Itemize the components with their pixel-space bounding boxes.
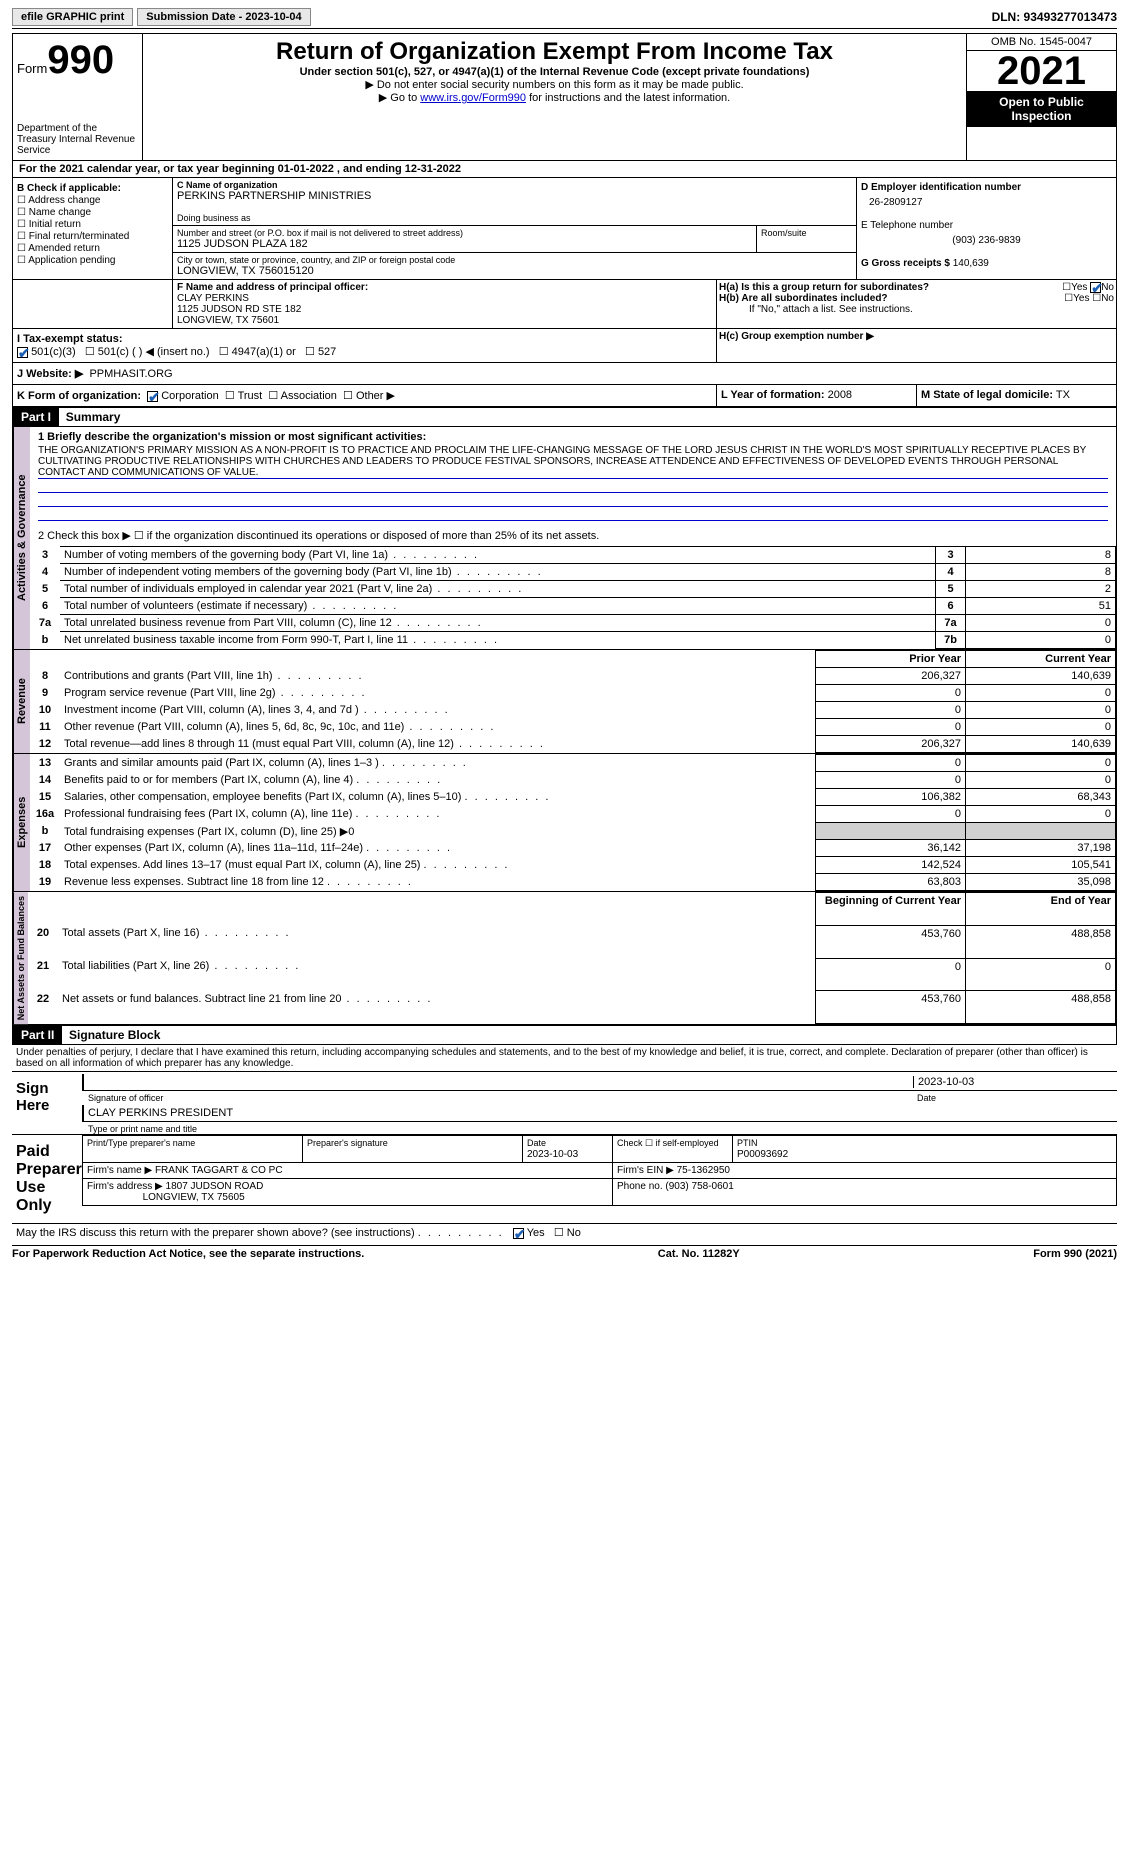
ha-no-checked[interactable] (1090, 282, 1101, 293)
gross-receipts: 140,639 (953, 258, 989, 269)
tax-exempt-label: I Tax-exempt status: (17, 333, 123, 345)
form-title: Return of Organization Exempt From Incom… (147, 38, 962, 66)
website: PPMHASIT.ORG (89, 368, 172, 380)
form-label: Form (17, 61, 47, 76)
expenses-table: 13Grants and similar amounts paid (Part … (30, 754, 1116, 891)
year-formation: 2008 (828, 389, 852, 401)
note-ssn: ▶ Do not enter social security numbers o… (147, 78, 962, 91)
officer-print-name: CLAY PERKINS PRESIDENT (88, 1107, 233, 1119)
chk-final-return[interactable]: Final return/terminated (17, 231, 168, 242)
governance-table: 3Number of voting members of the governi… (30, 546, 1116, 649)
efile-print-button[interactable]: efile GRAPHIC print (12, 8, 133, 26)
form-subtitle: Under section 501(c), 527, or 4947(a)(1)… (147, 66, 962, 78)
paid-preparer-label: Paid Preparer Use Only (12, 1135, 82, 1223)
sign-here-label: Sign Here (12, 1072, 82, 1134)
irs-link[interactable]: www.irs.gov/Form990 (420, 92, 526, 104)
chk-address-change[interactable]: Address change (17, 195, 168, 206)
city-state-zip: LONGVIEW, TX 756015120 (177, 265, 852, 277)
vert-governance: Activities & Governance (13, 427, 30, 649)
firm-name: FRANK TAGGART & CO PC (155, 1165, 283, 1176)
dept-label: Department of the Treasury Internal Reve… (17, 123, 138, 156)
vert-expenses: Expenses (13, 754, 30, 891)
chk-501c3[interactable] (17, 347, 28, 358)
form-number: 990 (47, 38, 114, 82)
declaration-text: Under penalties of perjury, I declare th… (12, 1045, 1117, 1071)
phone: (903) 236-9839 (861, 235, 1112, 246)
box-b: B Check if applicable: Address change Na… (13, 178, 173, 279)
chk-corporation[interactable] (147, 391, 158, 402)
netassets-table: Beginning of Current YearEnd of Year20To… (28, 892, 1116, 1024)
part2-header: Part II (13, 1026, 62, 1044)
form-header: Form990 Department of the Treasury Inter… (12, 33, 1117, 161)
footer-mid: Cat. No. 11282Y (658, 1248, 740, 1260)
part1-header: Part I (13, 408, 59, 426)
chk-name-change[interactable]: Name change (17, 207, 168, 218)
tax-year: 2021 (967, 51, 1116, 91)
vert-netassets: Net Assets or Fund Balances (13, 892, 28, 1024)
preparer-phone: (903) 758-0601 (665, 1181, 733, 1192)
street-address: 1125 JUDSON PLAZA 182 (177, 238, 752, 250)
revenue-table: Prior YearCurrent Year8Contributions and… (30, 650, 1116, 753)
firm-ein: 75-1362950 (677, 1165, 730, 1176)
chk-amended-return[interactable]: Amended return (17, 243, 168, 254)
dln-label: DLN: 93493277013473 (992, 10, 1117, 24)
ein: 26-2809127 (869, 197, 1112, 208)
line-a: For the 2021 calendar year, or tax year … (12, 161, 1117, 178)
footer-left: For Paperwork Reduction Act Notice, see … (12, 1248, 364, 1260)
mission-text: THE ORGANIZATION'S PRIMARY MISSION AS A … (38, 445, 1108, 479)
topbar: efile GRAPHIC print Submission Date - 20… (12, 8, 1117, 29)
chk-application-pending[interactable]: Application pending (17, 255, 168, 266)
ptin: P00093692 (737, 1149, 788, 1160)
chk-initial-return[interactable]: Initial return (17, 219, 168, 230)
org-name: PERKINS PARTNERSHIP MINISTRIES (177, 190, 852, 202)
submission-date-button[interactable]: Submission Date - 2023-10-04 (137, 8, 310, 26)
open-public-badge: Open to Public Inspection (967, 91, 1116, 127)
irs-discuss-yes[interactable] (513, 1228, 524, 1239)
vert-revenue: Revenue (13, 650, 30, 753)
officer-name: CLAY PERKINS (177, 293, 712, 304)
state-domicile: TX (1056, 389, 1070, 401)
footer-right: Form 990 (2021) (1033, 1248, 1117, 1260)
may-irs-discuss: May the IRS discuss this return with the… (12, 1224, 1117, 1241)
